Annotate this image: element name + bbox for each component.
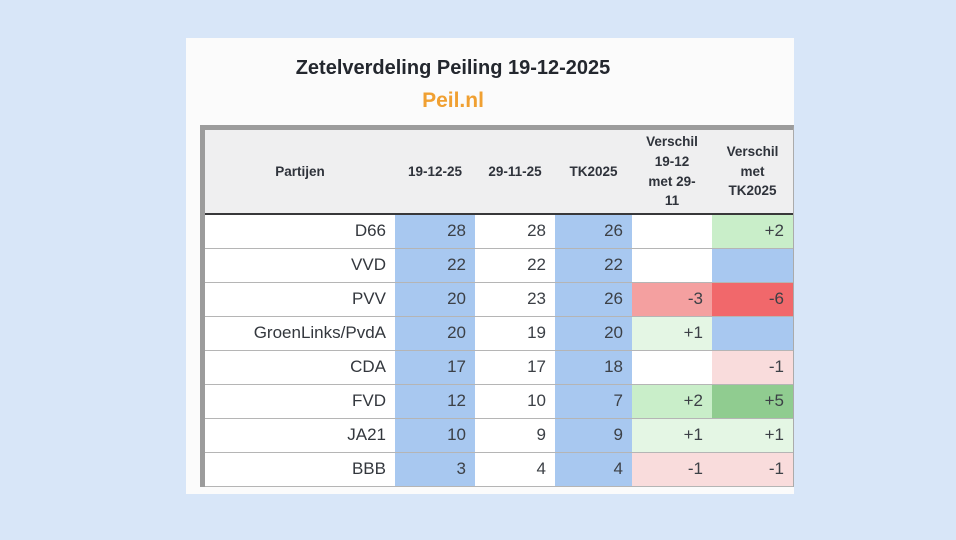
cell-d-19-12: 12 (395, 384, 475, 419)
cell-tk2025: 26 (555, 282, 632, 317)
cell-diff-prev: -3 (632, 282, 712, 317)
cell-d-19-12: 10 (395, 418, 475, 453)
brand-link[interactable]: Peil.nl (422, 89, 484, 112)
cell-d-29-11: 4 (475, 452, 555, 487)
cell-tk2025: 26 (555, 214, 632, 249)
table-row: CDA 17 17 18 -1 (205, 350, 793, 385)
cell-diff-prev (632, 214, 712, 249)
table-row: VVD 22 22 22 (205, 248, 793, 283)
party-name: GroenLinks/PvdA (205, 316, 395, 351)
cell-diff-prev: -1 (632, 452, 712, 487)
cell-diff-prev: +1 (632, 316, 712, 351)
cell-d-29-11: 22 (475, 248, 555, 283)
column-header-party: Partijen (205, 130, 395, 215)
table-row: PVV 20 23 26 -3 -6 (205, 282, 793, 317)
table-body: D66 28 28 26 +2 VVD 22 22 22 PVV 20 23 26 -3 -6 GroenLi… (205, 214, 793, 487)
party-name: D66 (205, 214, 395, 249)
header-row: Partijen 19-12-25 29-11-25 TK2025 Verschil 1… (205, 130, 793, 215)
table-row: JA21 10 9 9 +1 +1 (205, 418, 793, 453)
cell-d-19-12: 20 (395, 316, 475, 351)
party-name: BBB (205, 452, 395, 487)
cell-tk2025: 9 (555, 418, 632, 453)
page-title: Zetelverdeling Peiling 19-12-2025 (295, 57, 611, 79)
title-block: Zetelverdeling Peiling 19-12-2025 Peil.n… (186, 55, 794, 114)
cell-diff-prev (632, 350, 712, 385)
cell-diff-tk (712, 248, 793, 283)
column-header-diff-prev: Verschil 19-12 met 29- 11 (632, 130, 712, 215)
cell-d-19-12: 20 (395, 282, 475, 317)
cell-diff-prev: +2 (632, 384, 712, 419)
cell-d-19-12: 3 (395, 452, 475, 487)
cell-diff-tk (712, 316, 793, 351)
party-name: CDA (205, 350, 395, 385)
table-row: BBB 3 4 4 -1 -1 (205, 452, 793, 487)
cell-diff-prev (632, 248, 712, 283)
poll-card: Zetelverdeling Peiling 19-12-2025 Peil.n… (186, 38, 794, 494)
poll-table-wrapper: Partijen 19-12-25 29-11-25 TK2025 Verschil 1… (200, 125, 794, 487)
party-name: PVV (205, 282, 395, 317)
cell-d-19-12: 17 (395, 350, 475, 385)
party-name: FVD (205, 384, 395, 419)
column-header-tk2025: TK2025 (555, 130, 632, 215)
cell-diff-tk: -1 (712, 350, 793, 385)
table-header: Partijen 19-12-25 29-11-25 TK2025 Verschil 1… (205, 130, 793, 215)
cell-d-19-12: 28 (395, 214, 475, 249)
table-row: GroenLinks/PvdA 20 19 20 +1 (205, 316, 793, 351)
cell-d-29-11: 23 (475, 282, 555, 317)
cell-d-29-11: 19 (475, 316, 555, 351)
cell-d-29-11: 10 (475, 384, 555, 419)
party-name: VVD (205, 248, 395, 283)
cell-d-29-11: 9 (475, 418, 555, 453)
cell-tk2025: 18 (555, 350, 632, 385)
cell-tk2025: 4 (555, 452, 632, 487)
column-header-d-19-12: 19-12-25 (395, 130, 475, 215)
cell-d-19-12: 22 (395, 248, 475, 283)
cell-diff-prev: +1 (632, 418, 712, 453)
cell-d-29-11: 28 (475, 214, 555, 249)
column-header-d-29-11: 29-11-25 (475, 130, 555, 215)
cell-tk2025: 20 (555, 316, 632, 351)
column-header-diff-tk: Verschil met TK2025 (712, 130, 793, 215)
cell-diff-tk: -1 (712, 452, 793, 487)
cell-diff-tk: +2 (712, 214, 793, 249)
cell-tk2025: 7 (555, 384, 632, 419)
party-name: JA21 (205, 418, 395, 453)
cell-tk2025: 22 (555, 248, 632, 283)
cell-diff-tk: -6 (712, 282, 793, 317)
cell-diff-tk: +5 (712, 384, 793, 419)
cell-diff-tk: +1 (712, 418, 793, 453)
poll-table: Partijen 19-12-25 29-11-25 TK2025 Verschil 1… (205, 130, 793, 487)
table-row: FVD 12 10 7 +2 +5 (205, 384, 793, 419)
cell-d-29-11: 17 (475, 350, 555, 385)
table-row: D66 28 28 26 +2 (205, 214, 793, 249)
